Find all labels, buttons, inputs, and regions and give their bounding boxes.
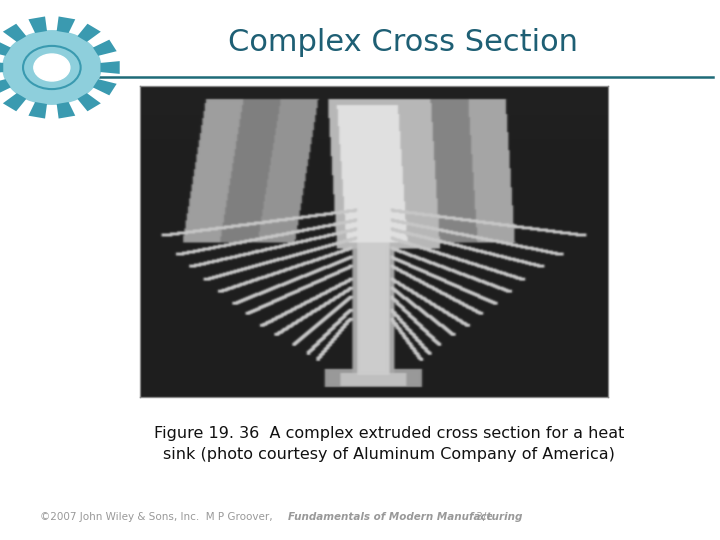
Text: Fundamentals of Modern Manufacturing: Fundamentals of Modern Manufacturing — [288, 512, 523, 522]
Polygon shape — [28, 16, 47, 33]
Polygon shape — [57, 16, 76, 33]
Text: sink (photo courtesy of Aluminum Company of America): sink (photo courtesy of Aluminum Company… — [163, 447, 615, 462]
Polygon shape — [0, 61, 4, 74]
Polygon shape — [77, 24, 101, 42]
Polygon shape — [93, 79, 117, 96]
Text: Figure 19. 36  A complex extruded cross section for a heat: Figure 19. 36 A complex extruded cross s… — [153, 426, 624, 441]
Polygon shape — [57, 102, 76, 119]
Polygon shape — [93, 39, 117, 56]
Circle shape — [34, 54, 70, 81]
Polygon shape — [0, 79, 11, 96]
Text: ©2007 John Wiley & Sons, Inc.  M P Groover,: ©2007 John Wiley & Sons, Inc. M P Groove… — [40, 512, 276, 522]
Polygon shape — [0, 39, 11, 56]
Polygon shape — [28, 102, 47, 119]
Polygon shape — [3, 93, 27, 111]
Circle shape — [3, 31, 101, 104]
Polygon shape — [100, 61, 120, 74]
Polygon shape — [77, 93, 101, 111]
Text: 3/e: 3/e — [473, 512, 492, 522]
Polygon shape — [3, 24, 27, 42]
Text: Complex Cross Section: Complex Cross Section — [228, 28, 578, 57]
